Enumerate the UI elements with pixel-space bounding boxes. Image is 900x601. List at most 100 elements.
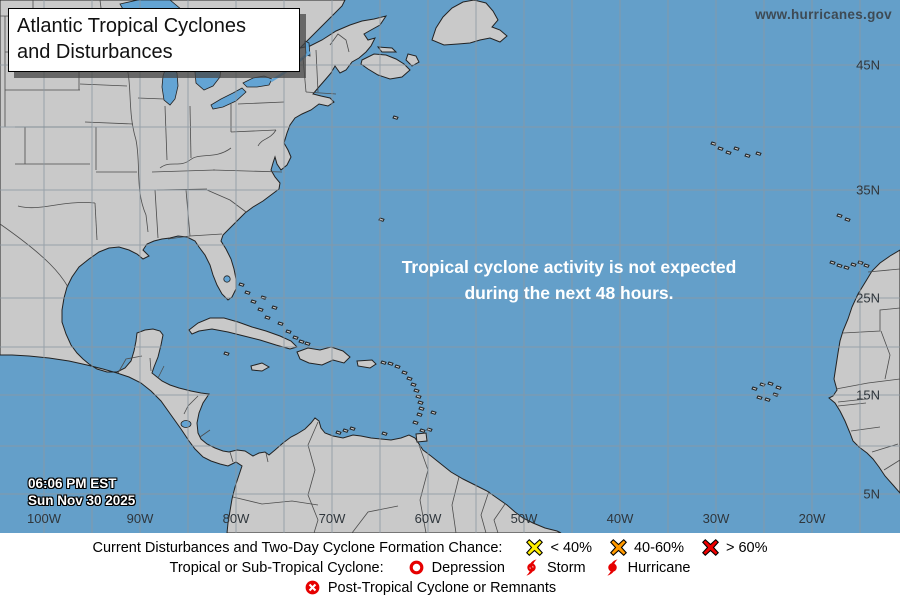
island-mark	[342, 428, 349, 433]
island-mark	[298, 339, 305, 344]
island-mark	[430, 410, 437, 415]
legend-row: Post-Tropical Cyclone or Remnants	[304, 578, 556, 597]
longitude-label: 40W	[606, 511, 634, 526]
atlantic-basin-svg	[0, 0, 900, 533]
map-legend: Current Disturbances and Two-Day Cyclone…	[0, 533, 900, 601]
island-mark	[412, 420, 419, 425]
longitude-label: 100W	[27, 511, 61, 526]
island-mark	[292, 335, 299, 340]
island-mark	[257, 307, 264, 312]
legend-item-label: > 60%	[725, 539, 768, 556]
legend-item: Depression	[408, 559, 505, 576]
legend-item-label: 40-60%	[633, 539, 684, 556]
island-mark	[250, 299, 257, 304]
newfoundland	[431, 0, 508, 46]
island-mark	[843, 265, 850, 270]
hispaniola	[296, 346, 351, 366]
island-mark	[392, 115, 399, 120]
island-mark	[733, 146, 740, 151]
legend-item-label: < 40%	[550, 539, 592, 556]
island-mark	[850, 262, 857, 267]
legend-item: < 40%	[526, 539, 592, 556]
island-mark	[418, 406, 425, 411]
lake-okeechobee	[223, 275, 231, 283]
island-mark	[238, 282, 245, 287]
island-mark	[416, 412, 423, 417]
island-mark	[415, 394, 422, 399]
island-mark	[406, 376, 413, 381]
atlantic-map: Atlantic Tropical Cyclones and Disturban…	[0, 0, 900, 533]
lake-erie	[210, 87, 247, 110]
island-mark	[767, 381, 774, 386]
cape-breton	[405, 53, 420, 67]
storm-icon	[523, 559, 540, 576]
lake-ontario	[242, 75, 273, 88]
island-mark	[335, 430, 342, 435]
legend-row: Current Disturbances and Two-Day Cyclone…	[93, 538, 768, 557]
island-mark	[381, 431, 388, 436]
island-mark	[264, 315, 271, 320]
latitude-label: 15N	[856, 387, 880, 403]
island-mark	[271, 305, 278, 310]
map-title-box: Atlantic Tropical Cyclones and Disturban…	[8, 8, 300, 72]
longitude-label: 80W	[222, 511, 250, 526]
outlook-message: Tropical cyclone activity is not expecte…	[402, 254, 737, 306]
island-mark	[755, 151, 762, 156]
island-mark	[285, 329, 292, 334]
nova-scotia	[360, 53, 411, 80]
x-mark-icon	[701, 539, 719, 556]
circle-x-icon	[304, 579, 321, 596]
graticule	[0, 0, 900, 533]
island-mark	[380, 360, 387, 365]
island-mark	[844, 217, 851, 222]
map-title-line1: Atlantic Tropical Cyclones	[17, 15, 246, 37]
small-islands	[223, 115, 870, 436]
island-mark	[764, 397, 771, 402]
legend-row: Tropical or Sub-Tropical Cyclone: Depress…	[169, 558, 691, 577]
island-mark	[744, 153, 751, 158]
longitude-label: 60W	[414, 511, 442, 526]
legend-row-label: Current Disturbances and Two-Day Cyclone…	[92, 539, 503, 556]
island-mark	[710, 141, 717, 146]
outlook-message-line1: Tropical cyclone activity is not expecte…	[401, 257, 737, 277]
island-mark	[223, 351, 230, 356]
island-mark	[836, 213, 843, 218]
x-mark-icon	[609, 539, 627, 556]
legend-row-label: Tropical or Sub-Tropical Cyclone:	[169, 559, 384, 576]
africa-landmass	[828, 249, 900, 494]
island-mark	[410, 382, 417, 387]
longitude-label: 20W	[798, 511, 826, 526]
latitude-label: 25N	[856, 290, 880, 306]
longitude-label: 30W	[702, 511, 730, 526]
lake-nicaragua	[180, 420, 192, 428]
issuance-date: Sun Nov 30 2025	[28, 492, 136, 508]
legend-item-label: Storm	[546, 559, 586, 576]
legend-item: Hurricane	[604, 559, 691, 576]
island-mark	[863, 263, 870, 268]
island-mark	[387, 361, 394, 366]
legend-item: 40-60%	[609, 539, 684, 556]
hurricanes-gov-link[interactable]: www.hurricanes.gov	[755, 7, 892, 22]
outlook-message-line2: during the next 48 hours.	[464, 283, 674, 303]
legend-item: Post-Tropical Cyclone or Remnants	[304, 579, 556, 596]
island-mark	[277, 321, 284, 326]
island-mark	[413, 388, 420, 393]
island-mark	[401, 370, 408, 375]
issuance-time: 06:06 PM EST	[28, 476, 117, 491]
latitude-label: 45N	[856, 57, 880, 73]
trinidad	[415, 432, 428, 443]
island-mark	[244, 290, 251, 295]
longitude-label: 90W	[126, 511, 154, 526]
legend-item-label: Post-Tropical Cyclone or Remnants	[327, 579, 557, 596]
issuance-timestamp: 06:06 PM EST Sun Nov 30 2025	[28, 476, 135, 509]
legend-item-label: Hurricane	[627, 559, 691, 576]
x-mark-icon	[526, 539, 544, 556]
latitude-label: 35N	[856, 182, 880, 198]
island-mark	[349, 426, 356, 431]
island-mark	[417, 400, 424, 405]
map-title-line2: and Disturbances	[17, 41, 173, 63]
island-mark	[394, 364, 401, 369]
longitude-label: 70W	[318, 511, 346, 526]
island-mark	[775, 385, 782, 390]
